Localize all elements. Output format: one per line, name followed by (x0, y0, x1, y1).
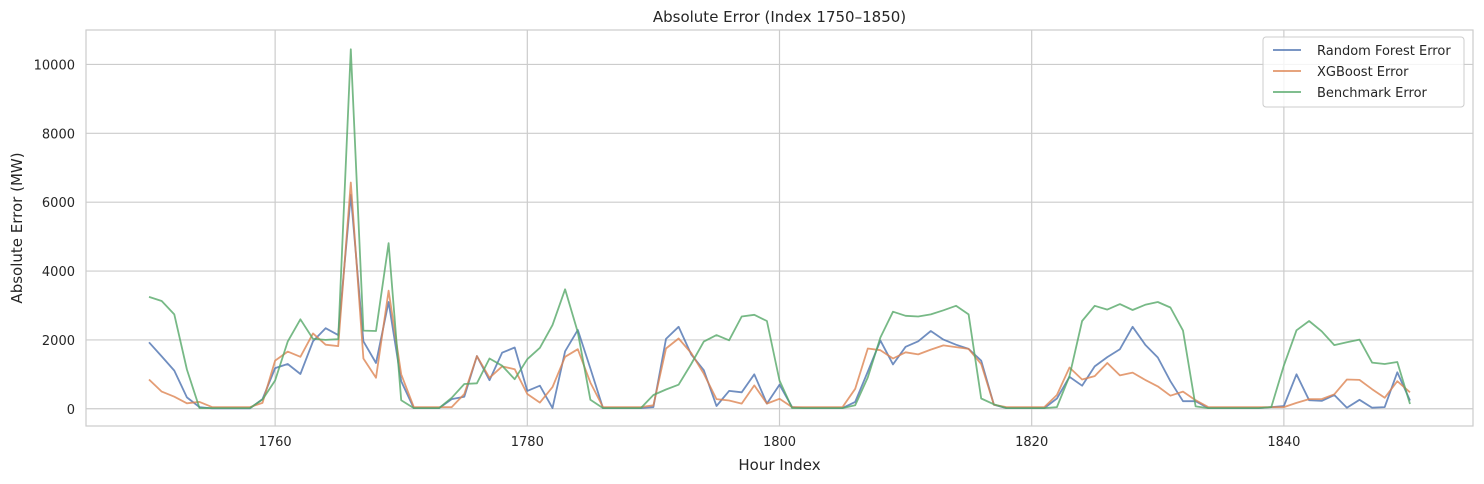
y-tick-label: 4000 (42, 265, 75, 280)
x-tick-label: 1820 (1015, 435, 1048, 450)
legend-label: XGBoost Error (1317, 65, 1409, 80)
x-axis-title: Hour Index (738, 456, 820, 474)
y-axis-title: Absolute Error (MW) (8, 152, 26, 303)
x-tick-label: 1800 (763, 435, 796, 450)
tick-labels: 1760 1780 1800 1820 1840 0 2000 4000 6000 8000 100… (34, 58, 1301, 450)
y-tick-label: 8000 (42, 127, 75, 142)
y-tick-label: 2000 (42, 334, 75, 349)
series-line-xgboost-error (148, 181, 1411, 409)
legend-label: Random Forest Error (1317, 44, 1451, 59)
legend-box (1262, 36, 1465, 108)
y-tick-label: 10000 (34, 58, 75, 73)
x-tick-label: 1840 (1267, 435, 1300, 450)
y-tick-label: 0 (67, 403, 75, 418)
x-tick-label: 1780 (511, 435, 544, 450)
chart-title: Absolute Error (Index 1750–1850) (653, 8, 906, 26)
y-tick-label: 6000 (42, 196, 75, 211)
legend: Random Forest Error XGBoost Error Benchmar… (1262, 36, 1465, 108)
plot-frame (85, 29, 1474, 427)
series-lines (148, 48, 1411, 410)
series-line-benchmark-error (148, 48, 1411, 410)
legend-label: Benchmark Error (1317, 86, 1428, 101)
x-tick-label: 1760 (259, 435, 292, 450)
